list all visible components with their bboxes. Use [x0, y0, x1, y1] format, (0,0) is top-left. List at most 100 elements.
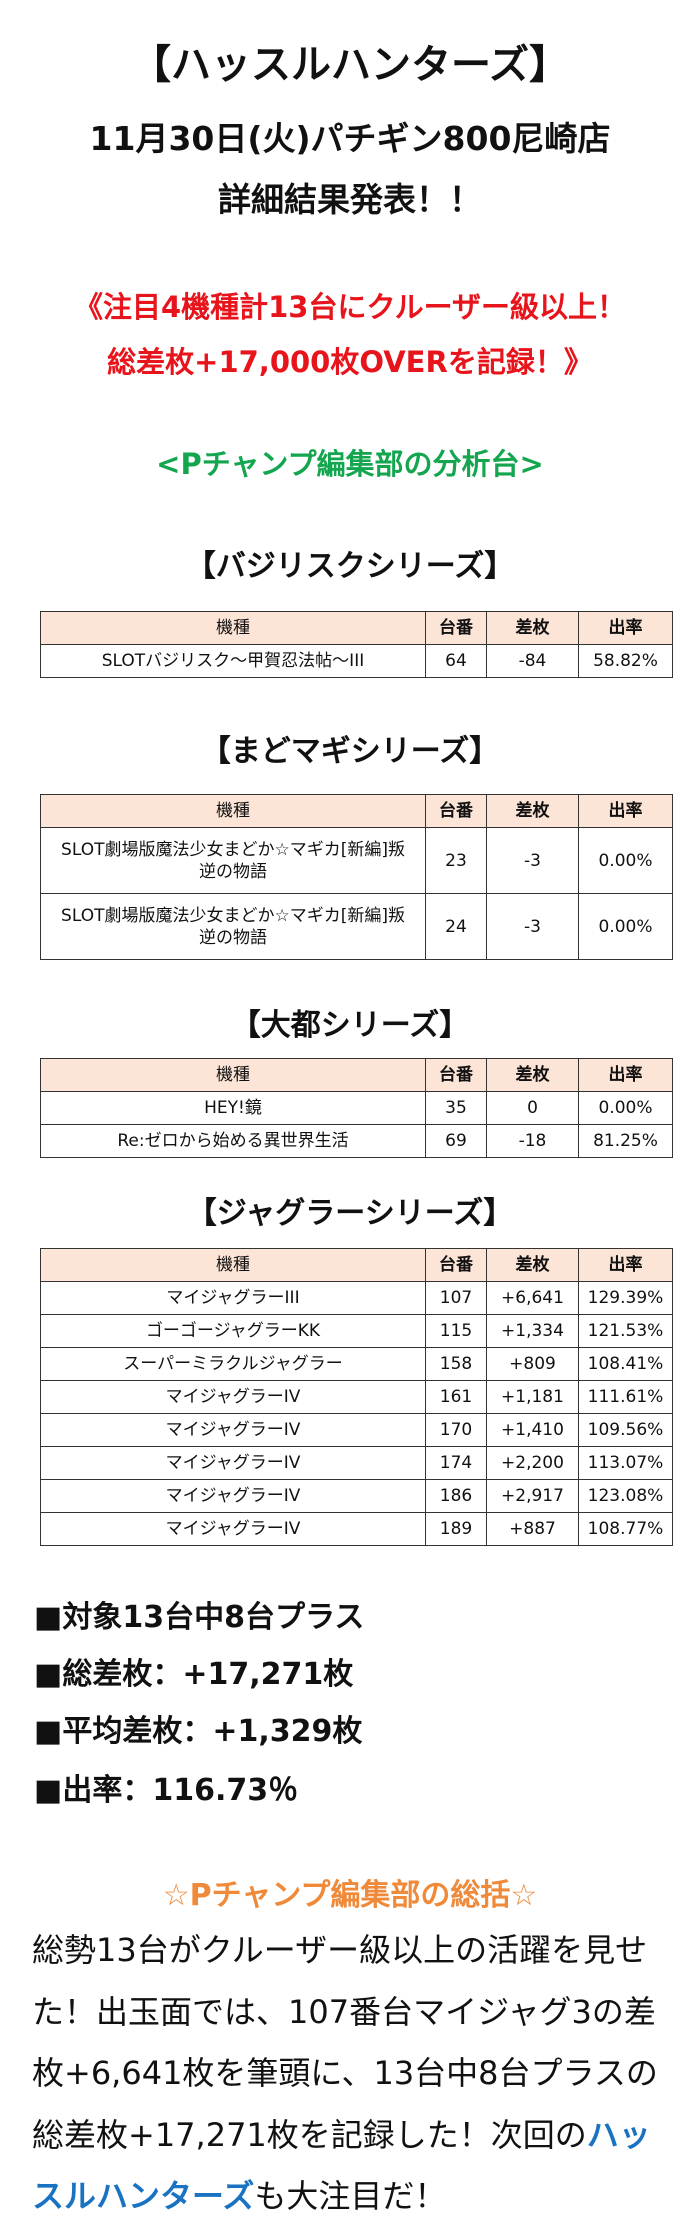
cell-number: 23 [425, 827, 487, 894]
cell-machine: ゴーゴージャグラーKK [40, 1314, 426, 1348]
col-machine: 機種 [40, 611, 426, 645]
table-row: SLOT劇場版魔法少女まどか☆マギカ[新編]叛逆の物語 24 -3 0.00% [40, 893, 673, 960]
cell-rate: 0.00% [578, 893, 673, 960]
table-row: ゴーゴージャグラーKK 115 +1,334 121.53% [40, 1314, 673, 1348]
table-row: Re:ゼロから始める異世界生活 69 -18 81.25% [40, 1124, 673, 1158]
cell-rate: 111.61% [578, 1380, 673, 1414]
review-title: ☆Pチャンプ編集部の総括☆ [162, 1878, 538, 1913]
table-row: マイジャグラーIV 161 +1,181 111.61% [40, 1380, 673, 1414]
cell-diff: +2,200 [486, 1446, 579, 1480]
cell-machine: マイジャグラーIV [40, 1446, 426, 1480]
col-diff: 差枚 [486, 611, 579, 645]
col-machine: 機種 [40, 1248, 426, 1282]
cell-number: 170 [425, 1413, 487, 1447]
cell-rate: 0.00% [578, 1091, 673, 1125]
col-diff: 差枚 [486, 794, 579, 828]
table-row: HEY!鏡 35 0 0.00% [40, 1091, 673, 1125]
cell-number: 189 [425, 1512, 487, 1546]
cell-number: 64 [425, 644, 487, 678]
cell-machine: マイジャグラーIV [40, 1512, 426, 1546]
announce-heading: 詳細結果発表！！ [218, 180, 482, 219]
cell-diff: -84 [486, 644, 579, 678]
results-table-basilisk: 機種 台番 差枚 出率 SLOTバジリスク～甲賀忍法帖～III 64 -84 58.82% [40, 611, 673, 678]
series-heading-basilisk: 【バジリスクシリーズ】 [185, 549, 515, 584]
page-title: 【ハッスルハンターズ】 [131, 42, 569, 88]
cell-machine: SLOTバジリスク～甲賀忍法帖～III [40, 644, 426, 678]
col-number: 台番 [425, 611, 487, 645]
cell-number: 161 [425, 1380, 487, 1414]
cell-machine: HEY!鏡 [40, 1091, 426, 1125]
cell-number: 107 [425, 1281, 487, 1315]
cell-rate: 0.00% [578, 827, 673, 894]
cell-number: 69 [425, 1124, 487, 1158]
cell-diff: +887 [486, 1512, 579, 1546]
col-diff: 差枚 [486, 1248, 579, 1282]
cell-machine: マイジャグラーIV [40, 1380, 426, 1414]
series-heading-daito: 【大都シリーズ】 [230, 1008, 470, 1043]
table-header: 機種 台番 差枚 出率 [40, 1248, 673, 1282]
table-row: マイジャグラーIV 174 +2,200 113.07% [40, 1446, 673, 1480]
cell-machine: マイジャグラーIV [40, 1479, 426, 1513]
col-rate: 出率 [578, 611, 673, 645]
summary-total: ■総差枚：+17,271枚 [34, 1657, 354, 1692]
table-row: マイジャグラーIV 189 +887 108.77% [40, 1512, 673, 1546]
cell-rate: 108.77% [578, 1512, 673, 1546]
review-text: 総勢13台がクルーザー級以上の活躍を見せた！出玉面では、107番台マイジャグ3の… [32, 1920, 672, 2228]
table-row: スーパーミラクルジャグラー 158 +809 108.41% [40, 1347, 673, 1381]
cell-diff: -3 [486, 893, 579, 960]
table-row: マイジャグラーIV 170 +1,410 109.56% [40, 1413, 673, 1447]
col-rate: 出率 [578, 1248, 673, 1282]
cell-number: 174 [425, 1446, 487, 1480]
cell-number: 158 [425, 1347, 487, 1381]
review-text-end: も大注目だ！ [254, 2177, 447, 2215]
highlight-line-1: 《注目4機種計13台にクルーザー級以上！ [73, 290, 627, 324]
col-number: 台番 [425, 1058, 487, 1092]
cell-diff: +6,641 [486, 1281, 579, 1315]
cell-number: 115 [425, 1314, 487, 1348]
table-row: マイジャグラーIII 107 +6,641 129.39% [40, 1281, 673, 1315]
cell-machine: マイジャグラーIV [40, 1413, 426, 1447]
table-row: SLOT劇場版魔法少女まどか☆マギカ[新編]叛逆の物語 23 -3 0.00% [40, 827, 673, 894]
cell-rate: 113.07% [578, 1446, 673, 1480]
cell-diff: -18 [486, 1124, 579, 1158]
table-header: 機種 台番 差枚 出率 [40, 1058, 673, 1092]
table-row: SLOTバジリスク～甲賀忍法帖～III 64 -84 58.82% [40, 644, 673, 678]
col-number: 台番 [425, 794, 487, 828]
cell-rate: 109.56% [578, 1413, 673, 1447]
cell-diff: +1,334 [486, 1314, 579, 1348]
cell-number: 186 [425, 1479, 487, 1513]
cell-rate: 58.82% [578, 644, 673, 678]
cell-machine: SLOT劇場版魔法少女まどか☆マギカ[新編]叛逆の物語 [40, 893, 426, 960]
cell-rate: 81.25% [578, 1124, 673, 1158]
event-date-store: 11月30日(火)パチギン800尼崎店 [89, 119, 611, 158]
cell-number: 35 [425, 1091, 487, 1125]
results-table-juggler: 機種 台番 差枚 出率 マイジャグラーIII 107 +6,641 129.39% ゴーゴージャ… [40, 1248, 673, 1546]
col-machine: 機種 [40, 794, 426, 828]
section-label: <Pチャンプ編集部の分析台> [156, 447, 544, 481]
cell-machine: Re:ゼロから始める異世界生活 [40, 1124, 426, 1158]
review-text-main: 総勢13台がクルーザー級以上の活躍を見せた！出玉面では、107番台マイジャグ3の… [32, 1931, 658, 2154]
table-row: マイジャグラーIV 186 +2,917 123.08% [40, 1479, 673, 1513]
col-rate: 出率 [578, 1058, 673, 1092]
cell-rate: 121.53% [578, 1314, 673, 1348]
table-header: 機種 台番 差枚 出率 [40, 611, 673, 645]
col-number: 台番 [425, 1248, 487, 1282]
table-header: 機種 台番 差枚 出率 [40, 794, 673, 828]
cell-rate: 129.39% [578, 1281, 673, 1315]
summary-average: ■平均差枚：+1,329枚 [34, 1714, 363, 1749]
cell-machine: SLOT劇場版魔法少女まどか☆マギカ[新編]叛逆の物語 [40, 827, 426, 894]
cell-machine: マイジャグラーIII [40, 1281, 426, 1315]
cell-diff: -3 [486, 827, 579, 894]
cell-rate: 108.41% [578, 1347, 673, 1381]
highlight-line-2: 総差枚+17,000枚OVERを記録！》 [107, 345, 593, 379]
summary-count: ■対象13台中8台プラス [34, 1600, 365, 1635]
col-machine: 機種 [40, 1058, 426, 1092]
cell-diff: 0 [486, 1091, 579, 1125]
cell-diff: +1,181 [486, 1380, 579, 1414]
series-heading-madomagi: 【まどマギシリーズ】 [200, 734, 500, 769]
summary-rate: ■出率：116.73％ [34, 1773, 299, 1808]
results-table-madomagi: 機種 台番 差枚 出率 SLOT劇場版魔法少女まどか☆マギカ[新編]叛逆の物語 23 -3 0… [40, 794, 673, 960]
col-diff: 差枚 [486, 1058, 579, 1092]
cell-diff: +2,917 [486, 1479, 579, 1513]
cell-number: 24 [425, 893, 487, 960]
